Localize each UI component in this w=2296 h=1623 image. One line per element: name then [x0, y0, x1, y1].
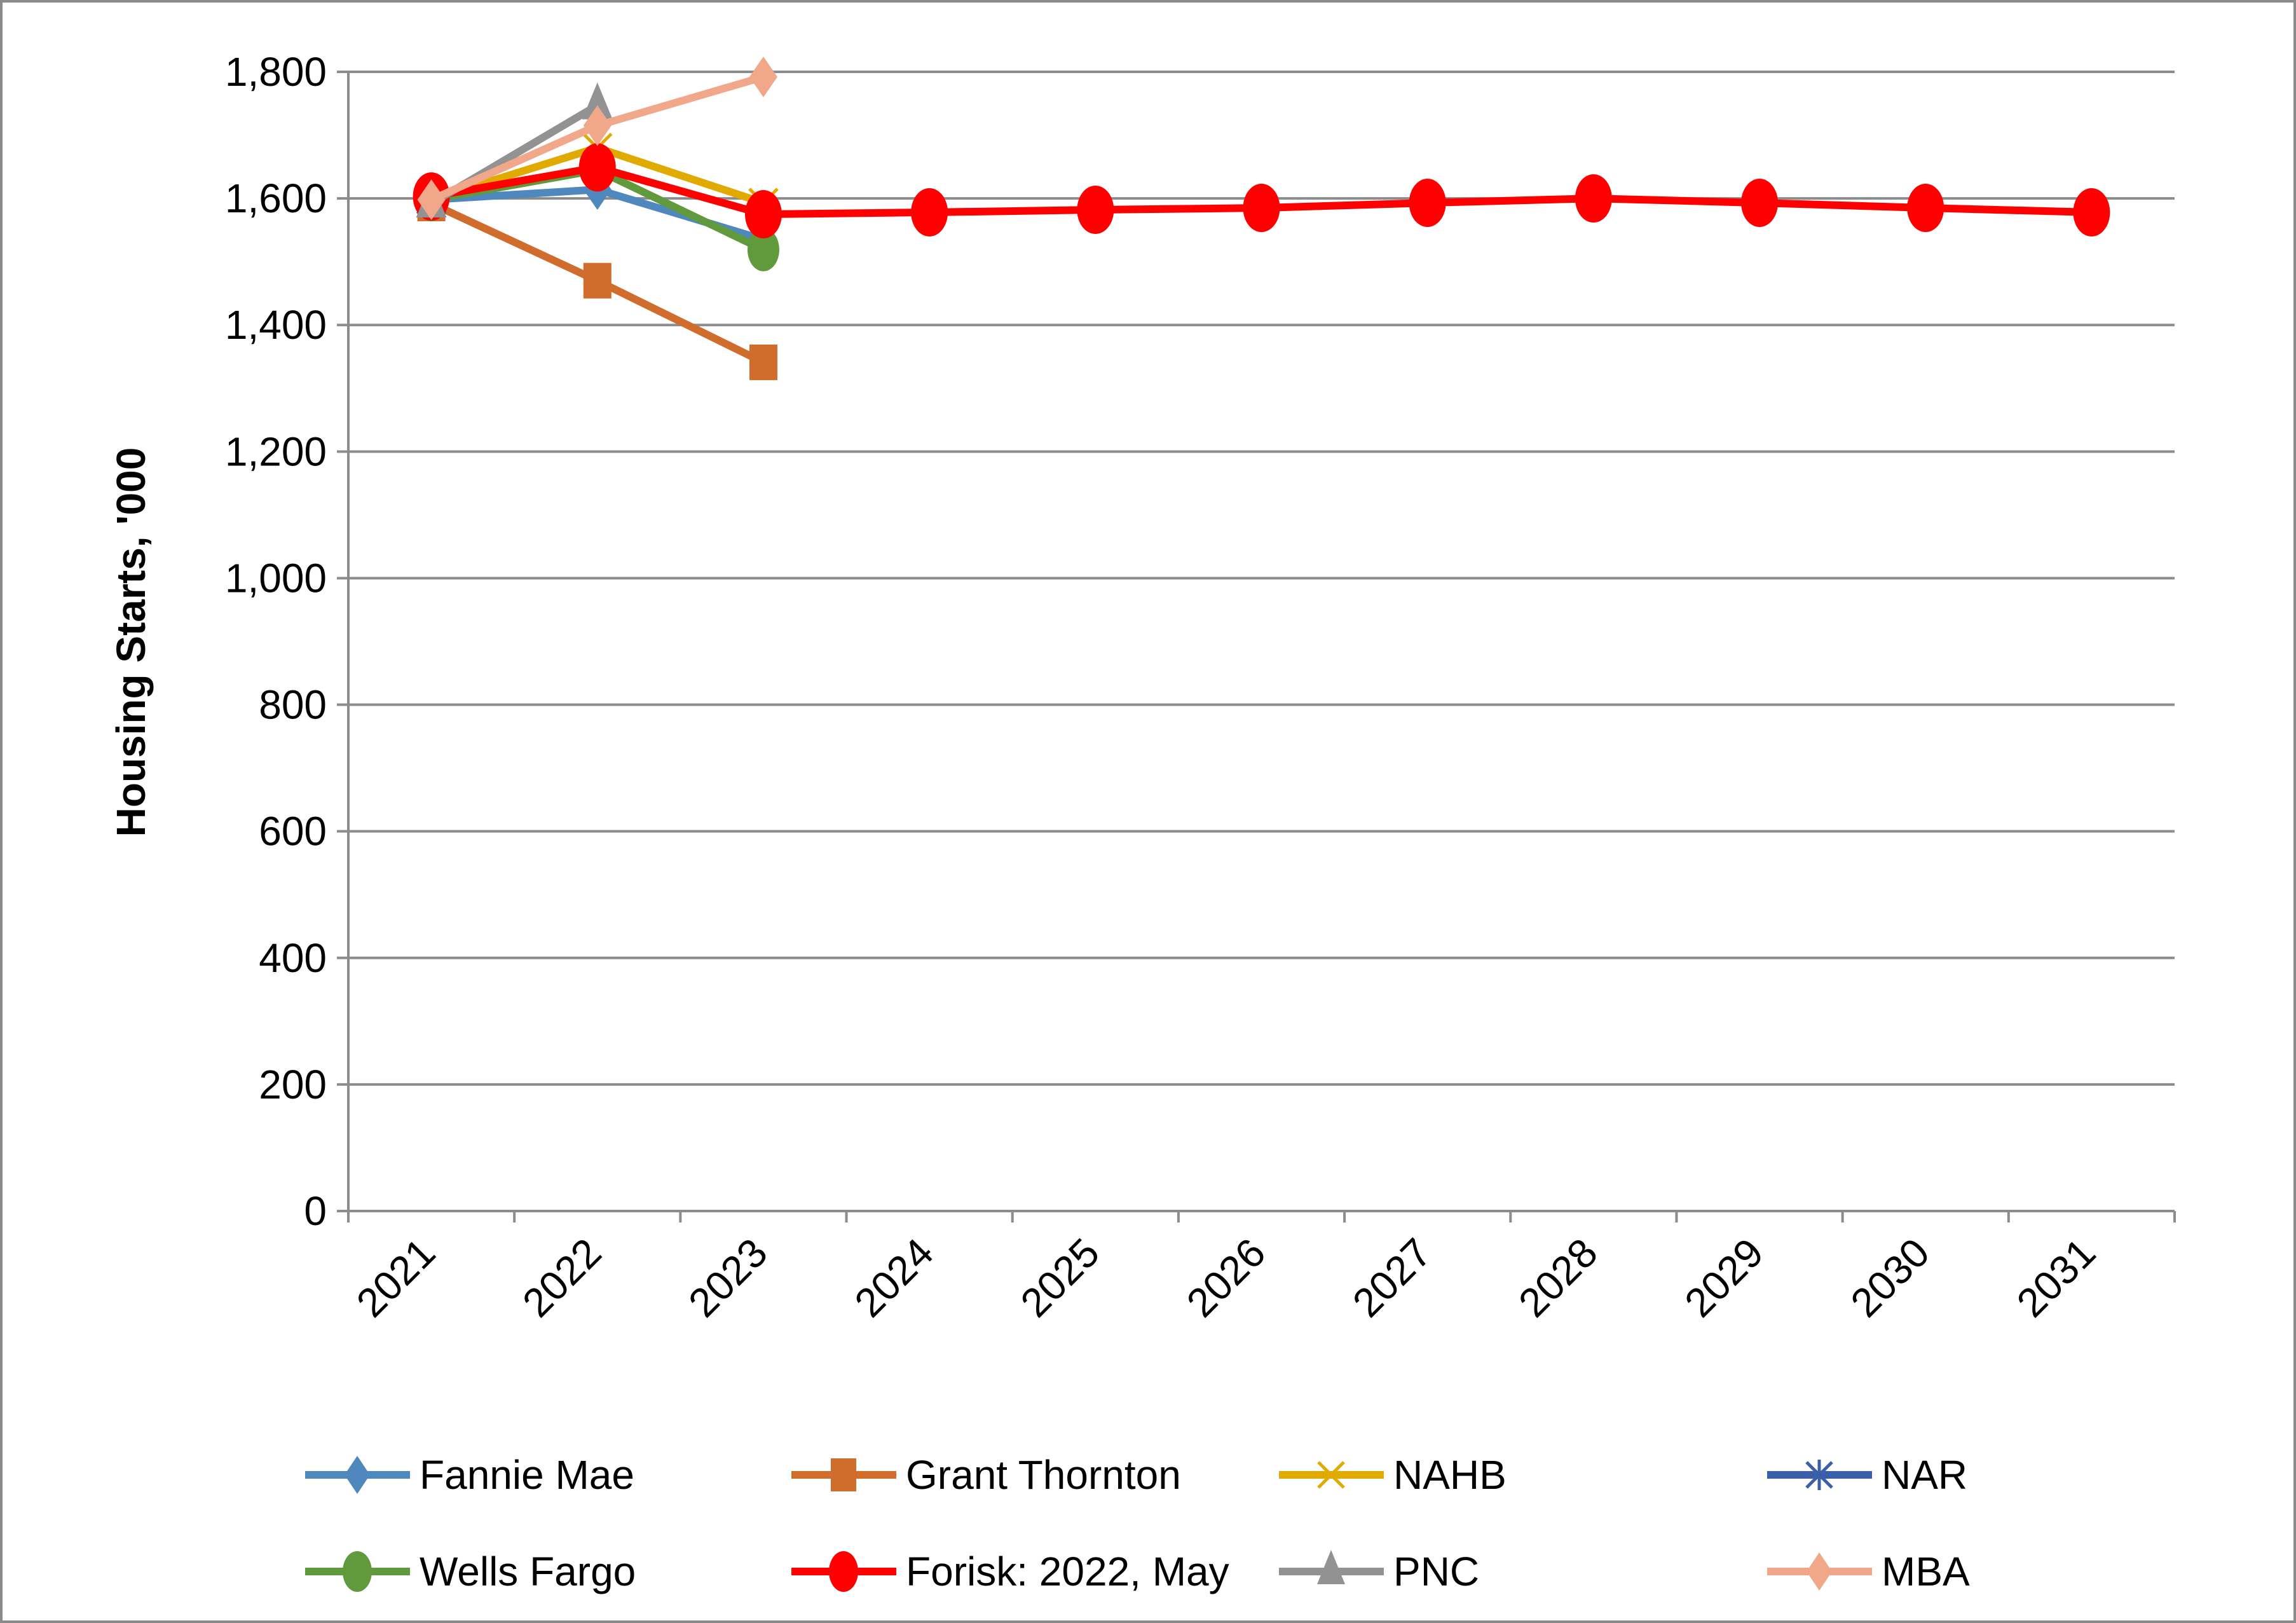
circle-marker — [747, 228, 779, 271]
diamond-marker — [417, 179, 446, 221]
diamond-marker — [345, 1456, 370, 1494]
circle-marker — [829, 1551, 858, 1592]
legend-label: Forisk: 2022, May — [906, 1549, 1229, 1594]
legend-item: PNC — [1279, 1549, 1479, 1594]
legend-item: Grant Thornton — [791, 1452, 1181, 1498]
circle-marker — [1409, 179, 1446, 228]
legend-label: NAHB — [1393, 1452, 1507, 1498]
legend-label: Fannie Mae — [420, 1452, 634, 1498]
circle-marker — [1575, 174, 1612, 223]
y-tick-label: 600 — [259, 809, 327, 854]
circle-marker — [578, 143, 616, 192]
legend-item: Wells Fargo — [305, 1549, 636, 1594]
circle-marker — [343, 1551, 372, 1592]
legend-label: MBA — [1882, 1549, 1970, 1594]
circle-marker — [2073, 188, 2110, 237]
y-tick-label: 200 — [259, 1062, 327, 1107]
y-tick-label: 400 — [259, 935, 327, 981]
y-tick-label: 1,400 — [225, 302, 327, 348]
y-tick-label: 0 — [304, 1188, 327, 1234]
circle-marker — [1907, 184, 1944, 233]
series-mba — [417, 56, 777, 221]
legend-label: Grant Thornton — [906, 1452, 1181, 1498]
y-tick-label: 1,600 — [225, 175, 327, 221]
y-tick-label: 800 — [259, 682, 327, 728]
legend-item: NAR — [1767, 1452, 1967, 1498]
circle-marker — [1077, 186, 1114, 235]
legend-item: NAHB — [1279, 1452, 1507, 1498]
x-marker — [1317, 1461, 1345, 1489]
square-marker — [583, 263, 612, 299]
legend-label: Wells Fargo — [420, 1549, 636, 1594]
diamond-marker — [583, 105, 612, 146]
legend-item: Fannie Mae — [305, 1452, 634, 1498]
legend-item: MBA — [1767, 1549, 1970, 1594]
legend-item: Forisk: 2022, May — [791, 1549, 1229, 1594]
legend-label: PNC — [1393, 1549, 1479, 1594]
diamond-marker — [1807, 1552, 1832, 1591]
y-tick-label: 1,800 — [225, 49, 327, 95]
triangle-marker — [582, 82, 613, 120]
triangle-marker — [1317, 1550, 1345, 1584]
diamond-marker — [749, 56, 777, 97]
y-tick-label: 1,200 — [225, 428, 327, 474]
circle-marker — [744, 190, 782, 238]
circle-marker — [1741, 179, 1779, 228]
circle-marker — [911, 188, 948, 237]
circle-marker — [1243, 184, 1280, 233]
y-axis-title: Housing Starts, '000 — [108, 448, 154, 837]
star-marker — [1805, 1460, 1833, 1490]
y-tick-label: 1,000 — [225, 555, 327, 601]
square-marker — [749, 344, 777, 380]
legend-label: NAR — [1882, 1452, 1967, 1498]
square-marker — [831, 1458, 856, 1491]
